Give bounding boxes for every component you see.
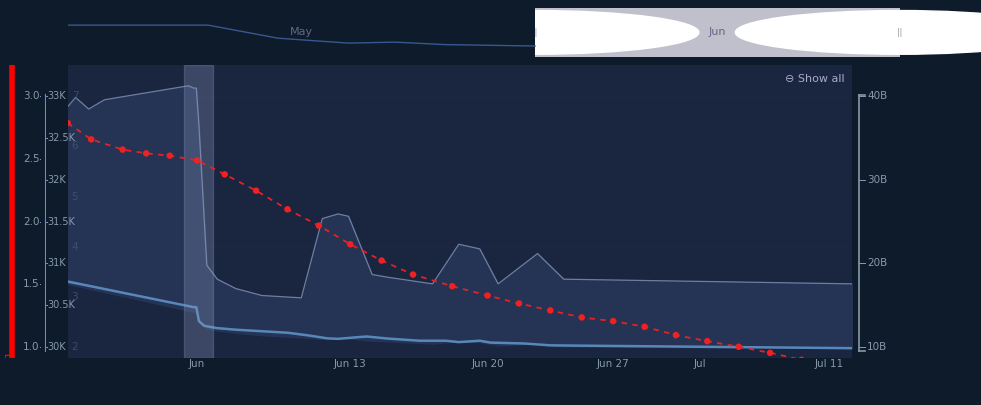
Text: Jun: Jun	[189, 359, 205, 369]
Text: 20B: 20B	[867, 258, 887, 269]
Point	[821, 362, 837, 369]
Point	[138, 150, 154, 157]
Point	[444, 283, 460, 290]
Point	[794, 356, 809, 363]
Text: 1.0: 1.0	[23, 342, 39, 352]
Text: 10B: 10B	[867, 342, 887, 352]
Text: 2: 2	[72, 342, 78, 352]
Text: Jun 13: Jun 13	[334, 359, 367, 369]
Text: ||: ||	[897, 28, 903, 37]
Text: 3.0: 3.0	[23, 92, 39, 102]
Text: Jun: Jun	[708, 28, 726, 37]
Text: 30B: 30B	[867, 175, 887, 185]
Text: 6: 6	[72, 141, 78, 151]
Text: 32.5K: 32.5K	[47, 133, 76, 143]
Text: 2.5: 2.5	[23, 154, 39, 164]
Point	[374, 257, 389, 264]
Text: 33K: 33K	[47, 92, 66, 102]
Text: Jul: Jul	[694, 359, 705, 369]
Point	[762, 350, 778, 356]
Text: 4: 4	[72, 241, 78, 252]
Text: 3: 3	[72, 292, 78, 302]
Point	[405, 271, 421, 278]
Point	[83, 136, 99, 143]
Text: Jun 27: Jun 27	[596, 359, 630, 369]
Point	[189, 157, 205, 164]
Point	[480, 292, 495, 299]
Point	[511, 300, 527, 307]
Point	[280, 206, 295, 213]
Text: ⊖ Show all: ⊖ Show all	[785, 74, 845, 84]
Text: 2.0: 2.0	[23, 217, 39, 227]
Text: ||: ||	[532, 28, 538, 37]
Text: 40B: 40B	[867, 92, 887, 102]
Text: 32K: 32K	[47, 175, 66, 185]
Point	[217, 171, 232, 177]
Point	[637, 324, 652, 330]
Point	[248, 188, 264, 194]
Point	[115, 146, 130, 153]
Point	[342, 241, 358, 247]
Point	[162, 152, 178, 159]
Point	[668, 332, 684, 338]
Point	[731, 343, 747, 350]
Text: Jul 11: Jul 11	[814, 359, 844, 369]
Point	[605, 318, 621, 324]
Text: 30K: 30K	[47, 342, 66, 352]
Point	[311, 222, 327, 229]
Text: ]: ]	[5, 352, 19, 358]
Text: May: May	[289, 28, 313, 37]
Text: 1.5: 1.5	[23, 279, 39, 289]
Text: 30.5K: 30.5K	[47, 300, 76, 310]
Circle shape	[736, 11, 981, 54]
Bar	[183, 65, 213, 358]
Point	[542, 307, 558, 313]
Point	[699, 338, 715, 344]
Text: 5: 5	[72, 192, 78, 202]
Text: 7: 7	[72, 92, 78, 102]
Text: Jun 20: Jun 20	[471, 359, 504, 369]
Circle shape	[371, 11, 698, 54]
Text: 31K: 31K	[47, 258, 66, 269]
Point	[60, 120, 76, 126]
Point	[574, 314, 590, 321]
Text: 31.5K: 31.5K	[47, 217, 76, 227]
